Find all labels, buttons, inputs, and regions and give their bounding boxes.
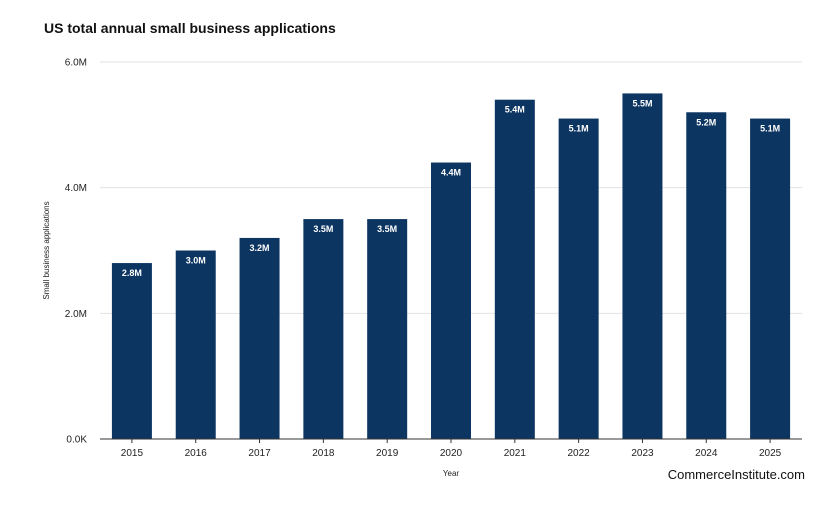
x-tick-label: 2018 bbox=[312, 448, 335, 459]
y-tick-label: 2.0M bbox=[65, 309, 87, 320]
bar-value-label: 3.5M bbox=[377, 224, 397, 234]
bar-2020 bbox=[431, 162, 471, 440]
bar-2015 bbox=[111, 263, 152, 439]
bar-value-label: 3.5M bbox=[313, 224, 333, 234]
bar-value-label: 3.2M bbox=[250, 243, 270, 253]
bar-value-label: 3.0M bbox=[186, 256, 206, 266]
x-tick-label: 2025 bbox=[759, 448, 782, 459]
bar-2022 bbox=[558, 118, 599, 440]
x-tick-label: 2020 bbox=[440, 448, 463, 459]
x-tick-label: 2015 bbox=[121, 448, 144, 459]
y-axis-title: Small business applications bbox=[42, 201, 51, 299]
bar-2024 bbox=[686, 112, 727, 440]
bar-value-label: 5.1M bbox=[569, 124, 589, 134]
bar-value-label: 5.4M bbox=[505, 105, 525, 115]
bar-2019 bbox=[367, 219, 408, 439]
bar-2018 bbox=[303, 219, 344, 439]
bar-value-label: 2.8M bbox=[122, 268, 142, 278]
bar-2025 bbox=[750, 118, 791, 440]
y-tick-label: 4.0M bbox=[65, 183, 87, 194]
chart-title: US total annual small business applicati… bbox=[44, 20, 336, 36]
x-tick-label: 2021 bbox=[504, 448, 527, 459]
x-axis-title: Year bbox=[443, 469, 460, 478]
bar-value-label: 4.4M bbox=[441, 168, 461, 178]
bar-2021 bbox=[494, 99, 535, 439]
y-tick-label: 0.0K bbox=[66, 435, 87, 446]
x-tick-label: 2024 bbox=[695, 448, 718, 459]
bar-2016 bbox=[175, 250, 216, 439]
y-axis-ticks: 0.0K 2.0M 4.0M 6.0M bbox=[65, 58, 88, 446]
bars: 2.8M 3.0M 3.2M 3.5M 3.5M 4.4M 5.4M 5.1M 5.5M 5.2M… bbox=[111, 93, 791, 440]
source-credit: CommerceInstitute.com bbox=[667, 467, 805, 482]
bar-2023 bbox=[622, 93, 663, 440]
bar-value-label: 5.1M bbox=[760, 124, 780, 134]
bar-value-label: 5.2M bbox=[696, 117, 716, 127]
x-tick-label: 2016 bbox=[185, 448, 208, 459]
bar-value-label: 5.5M bbox=[632, 98, 652, 108]
y-tick-label: 6.0M bbox=[65, 58, 87, 69]
bar-2017 bbox=[239, 237, 280, 439]
x-tick-label: 2017 bbox=[248, 448, 271, 459]
x-axis-ticks: 2015 2016 2017 2018 2019 2020 2021 2022 2023 2024… bbox=[121, 439, 782, 459]
x-tick-label: 2023 bbox=[631, 448, 654, 459]
x-tick-label: 2019 bbox=[376, 448, 399, 459]
x-tick-label: 2022 bbox=[568, 448, 591, 459]
